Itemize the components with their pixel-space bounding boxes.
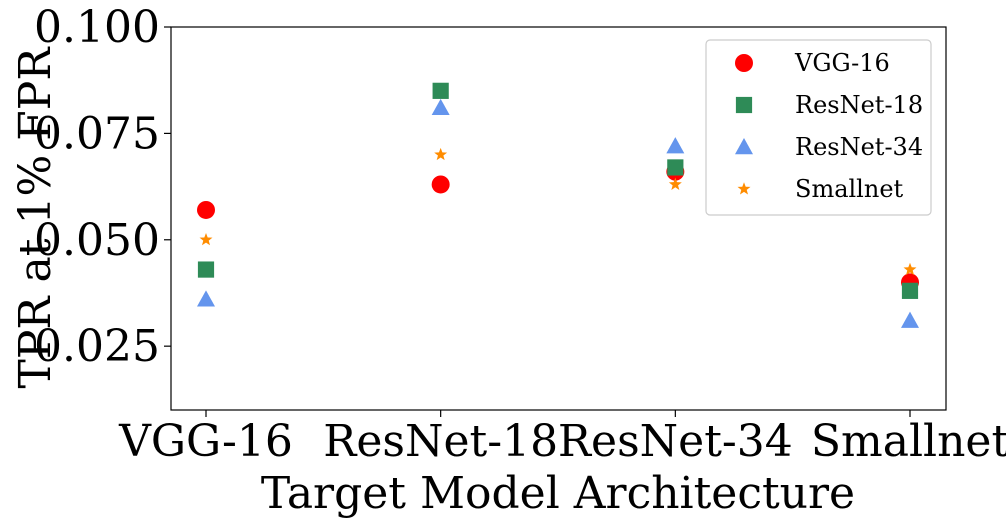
y-tick-label: 0.100 <box>34 2 160 53</box>
data-point-circle-0 <box>197 200 215 219</box>
data-point-triangle-2 <box>666 137 685 154</box>
legend-marker-circle <box>735 54 753 72</box>
plot-frame <box>170 26 947 411</box>
legend-label: ResNet-18 <box>795 91 923 119</box>
data-point-square-2 <box>667 159 684 176</box>
legend-marker-triangle <box>735 138 753 155</box>
data-point-triangle-1 <box>431 98 450 116</box>
y-tick-label: 0.075 <box>34 108 160 159</box>
legend-label: ResNet-34 <box>795 133 923 161</box>
y-tick-label: 0.025 <box>34 321 160 372</box>
legend-label: Smallnet <box>795 175 904 203</box>
data-point-square-0 <box>197 261 215 278</box>
data-point-square-1 <box>432 82 449 99</box>
data-point-triangle-0 <box>197 290 215 307</box>
x-tick-label: ResNet-18 <box>323 416 558 467</box>
legend-frame <box>705 39 932 216</box>
data-point-square-3 <box>901 282 919 299</box>
x-axis-title: Target Model Architecture <box>261 468 855 519</box>
data-point-circle-1 <box>431 175 450 194</box>
x-axis: VGG-16 ResNet-18 ResNet-34 Smallnet <box>118 410 1006 467</box>
legend-label: VGG-16 <box>794 49 890 77</box>
y-axis: 0.025 0.050 0.075 0.100 <box>34 2 171 372</box>
plot-area <box>197 82 919 328</box>
data-point-triangle-3 <box>901 311 919 328</box>
data-point-star-0 <box>199 232 213 246</box>
y-tick-label: 0.050 <box>34 215 160 266</box>
x-tick-label: ResNet-34 <box>558 416 793 467</box>
x-tick-label: Smallnet <box>811 416 1006 467</box>
data-point-star-1 <box>434 147 448 161</box>
legend-marker-square <box>735 96 753 114</box>
legend: VGG-16 ResNet-18 ResNet-34 Smallnet <box>705 39 932 216</box>
y-axis-title: TPR at 1% FPR <box>10 46 61 389</box>
data-point-star-3 <box>903 262 917 276</box>
data-point-star-2 <box>668 177 682 190</box>
x-tick-label: VGG-16 <box>118 416 293 467</box>
legend-marker-star <box>737 182 751 195</box>
